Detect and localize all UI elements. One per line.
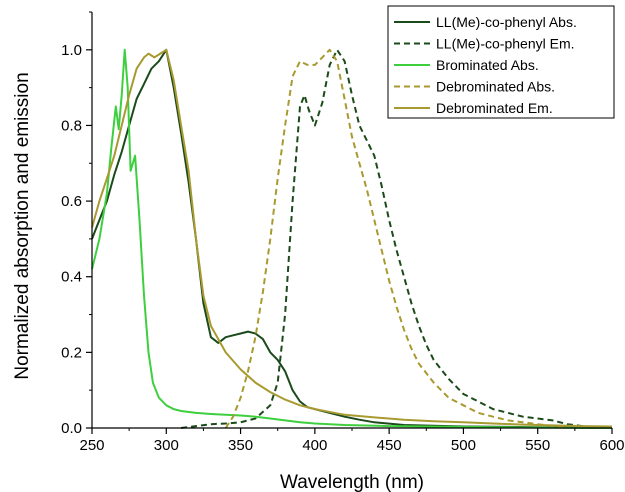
x-tick-label: 500 (451, 437, 476, 454)
y-tick-label: 0.4 (61, 269, 82, 286)
x-tick-label: 250 (79, 437, 104, 454)
series-line-3 (91, 48, 613, 429)
x-tick-label: 550 (525, 437, 550, 454)
series-line-4 (224, 48, 568, 429)
x-tick-label: 450 (377, 437, 402, 454)
y-ticks: 0.0 0.2 0.4 0.6 0.8 1.0 (61, 11, 92, 437)
x-tick-label: 400 (302, 437, 327, 454)
y-tick-label: 0.8 (61, 117, 82, 134)
legend-box (387, 5, 615, 119)
legend-label: Debrominated Abs. (436, 79, 555, 95)
x-tick-label: 600 (599, 437, 624, 454)
legend-label: LL(Me)-co-phenyl Em. (436, 36, 575, 52)
y-tick-label: 0.6 (61, 193, 82, 210)
legend-label: Brominated Abs. (436, 57, 539, 73)
y-tick-label: 1.0 (61, 42, 82, 59)
series-line-5 (91, 48, 613, 428)
series-line-1 (91, 48, 613, 429)
y-tick-label: 0.2 (61, 344, 82, 361)
series-line-2 (180, 48, 598, 429)
x-tick-label: 300 (154, 437, 179, 454)
x-tick-label: 350 (228, 437, 253, 454)
y-tick-label: 0.0 (61, 420, 82, 437)
plot-lines (91, 48, 613, 429)
legend: LL(Me)-co-phenyl Abs. LL(Me)-co-phenyl Em… (387, 5, 615, 119)
legend-label: LL(Me)-co-phenyl Abs. (436, 14, 577, 30)
legend-label: Debrominated Em. (436, 100, 553, 116)
x-ticks: 250 300 350 400 450 500 550 600 (79, 428, 625, 454)
y-axis-title: Normalized absorption and emission (12, 72, 33, 379)
x-axis-title: Wavelength (nm) (280, 472, 424, 492)
